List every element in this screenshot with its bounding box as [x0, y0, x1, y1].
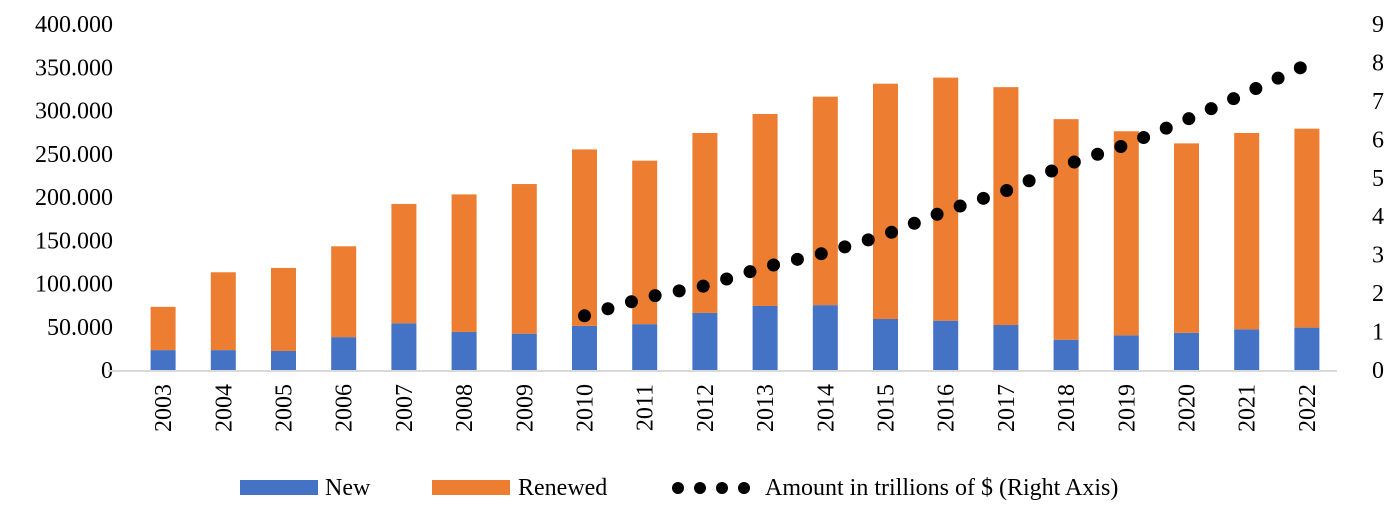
y-tick-label: 350.000 — [35, 55, 113, 81]
x-tick-label: 2014 — [813, 384, 839, 432]
y-tick-label: 250.000 — [35, 142, 113, 168]
bar-new-2015 — [873, 318, 898, 370]
bar-renewed-2015 — [873, 83, 898, 319]
y-tick-label: 100.000 — [35, 272, 113, 298]
y2-tick-label: 2 — [1372, 281, 1384, 307]
x-tick-label: 2007 — [392, 384, 418, 432]
y2-tick-label: 9 — [1372, 12, 1384, 38]
bar-renewed-2008 — [451, 194, 477, 332]
y-tick-label: 50.000 — [47, 315, 113, 341]
bar-renewed-2004 — [210, 272, 236, 351]
bar-new-2018 — [1053, 339, 1079, 370]
legend-label-new: New — [325, 475, 371, 501]
bar-new-2005 — [271, 350, 296, 370]
x-tick-label: 2006 — [332, 384, 358, 432]
bar-new-2004 — [210, 350, 236, 370]
right-axis-ticks: 0 1 2 3 4 5 6 7 8 9 — [1372, 12, 1384, 384]
y2-tick-label: 1 — [1372, 320, 1384, 346]
x-tick-label: 2009 — [512, 384, 538, 432]
y-tick-label: 150.000 — [35, 228, 113, 254]
y2-tick-label: 3 — [1372, 243, 1384, 269]
bar-renewed-2022 — [1294, 128, 1320, 328]
y-tick-label: 400.000 — [35, 12, 113, 38]
x-tick-label: 2019 — [1114, 384, 1140, 432]
bar-new-2012 — [692, 312, 718, 370]
bar-new-2010 — [572, 325, 597, 370]
left-axis-ticks: 0 50.000 100.000 150.000 200.000 250.000 300.0… — [35, 12, 113, 384]
y2-tick-label: 8 — [1372, 50, 1384, 76]
bar-new-2021 — [1234, 329, 1260, 370]
legend-label-amount: Amount in trillions of $ (Right Axis) — [765, 475, 1118, 501]
bar-new-2009 — [511, 333, 537, 370]
bar-renewed-2019 — [1113, 131, 1139, 336]
bar-new-2013 — [752, 305, 778, 370]
bar-new-2022 — [1294, 327, 1320, 370]
legend: New Renewed Amount in trillions of $ (Ri… — [240, 475, 1118, 501]
y2-tick-label: 5 — [1372, 166, 1384, 192]
x-tick-label: 2008 — [452, 384, 478, 432]
bar-renewed-2013 — [752, 113, 778, 306]
amount-line — [578, 58, 1314, 323]
x-tick-label: 2017 — [994, 384, 1020, 432]
bar-new-2017 — [993, 325, 1019, 370]
x-tick-label: 2022 — [1295, 384, 1321, 432]
bar-new-2016 — [933, 320, 959, 370]
y2-tick-label: 0 — [1372, 358, 1384, 384]
bar-renewed-2018 — [1053, 119, 1079, 340]
bar-renewed-2017 — [993, 87, 1019, 326]
bar-renewed-2016 — [933, 77, 959, 321]
y2-tick-label: 4 — [1372, 204, 1384, 230]
x-tick-label: 2015 — [874, 384, 900, 432]
y2-tick-label: 7 — [1372, 89, 1384, 115]
legend-swatch-renewed — [432, 480, 510, 495]
bar-renewed-2021 — [1234, 132, 1260, 330]
x-tick-label: 2003 — [151, 384, 177, 432]
bar-renewed-2006 — [331, 246, 357, 338]
x-tick-label: 2005 — [272, 384, 298, 432]
x-axis-ticks: 2003 2004 2005 2006 2007 2008 2009 2010 2011 2012… — [151, 384, 1321, 432]
y2-tick-label: 6 — [1372, 127, 1384, 153]
x-tick-label: 2018 — [1054, 384, 1080, 432]
legend-label-renewed: Renewed — [518, 475, 607, 501]
bar-renewed-2009 — [511, 184, 537, 334]
bar-renewed-2007 — [391, 203, 417, 324]
x-tick-label: 2020 — [1175, 384, 1201, 432]
x-tick-label: 2016 — [934, 384, 960, 432]
bar-new-2020 — [1174, 332, 1199, 370]
y-tick-label: 0 — [101, 358, 113, 384]
x-tick-label: 2013 — [753, 384, 779, 432]
bar-new-2003 — [150, 350, 176, 370]
y-tick-label: 200.000 — [35, 185, 113, 211]
bar-new-2007 — [391, 323, 417, 370]
legend-swatch-new — [240, 480, 318, 495]
bar-new-2008 — [451, 331, 477, 370]
bar-new-2014 — [812, 305, 838, 370]
bars — [150, 77, 1320, 370]
bar-renewed-2003 — [150, 306, 176, 351]
x-tick-label: 2021 — [1235, 384, 1261, 432]
bar-renewed-2014 — [812, 96, 838, 306]
bar-new-2019 — [1113, 335, 1139, 370]
bar-new-2011 — [632, 324, 658, 370]
x-tick-label: 2011 — [633, 384, 659, 431]
bar-renewed-2010 — [572, 149, 597, 326]
x-tick-label: 2010 — [573, 384, 599, 432]
y-tick-label: 300.000 — [35, 99, 113, 125]
x-tick-label: 2004 — [211, 384, 237, 432]
bar-renewed-2020 — [1174, 143, 1199, 333]
x-tick-label: 2012 — [693, 384, 719, 432]
bar-new-2006 — [331, 337, 357, 370]
legend-swatch-amount — [672, 482, 750, 494]
amount-dotted-line — [578, 58, 1314, 323]
bar-renewed-2005 — [271, 267, 296, 351]
